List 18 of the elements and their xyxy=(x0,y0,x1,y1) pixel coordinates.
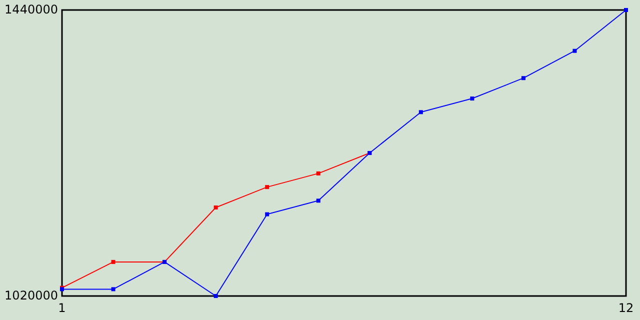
y-tick-label: 1440000 xyxy=(4,2,58,16)
y-tick-label: 1020000 xyxy=(4,288,58,302)
point xyxy=(572,48,577,53)
point xyxy=(265,212,270,216)
point xyxy=(521,76,526,80)
point xyxy=(418,110,423,114)
point xyxy=(111,260,116,264)
x-tick-label: 1 xyxy=(58,301,66,315)
point xyxy=(214,294,218,298)
point xyxy=(624,8,628,12)
x-tick-label: 12 xyxy=(618,301,634,315)
point xyxy=(265,185,270,190)
point xyxy=(470,96,474,101)
point xyxy=(316,198,320,203)
line-series xyxy=(60,8,628,298)
point xyxy=(111,287,116,292)
point xyxy=(316,171,320,176)
point xyxy=(214,205,218,210)
